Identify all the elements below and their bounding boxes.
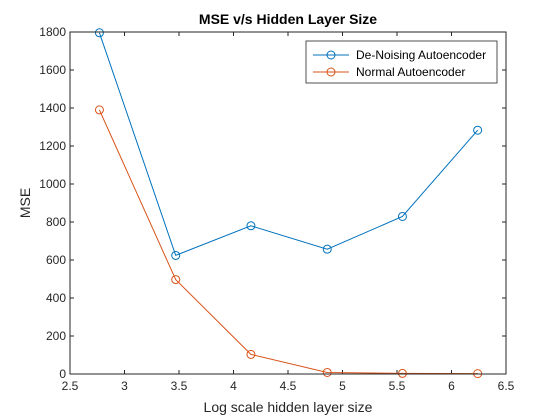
x-tick-label: 4.5 <box>280 379 297 393</box>
x-tick-label: 3.5 <box>171 379 188 393</box>
y-tick-label: 200 <box>46 329 66 343</box>
y-tick-label: 1000 <box>39 177 66 191</box>
chart-title: MSE v/s Hidden Layer Size <box>199 11 377 27</box>
x-tick-label: 5.5 <box>389 379 406 393</box>
legend: De-Noising Autoencoder Normal Autoencoder <box>306 41 497 83</box>
y-tick-label: 600 <box>46 253 66 267</box>
legend-label-0: De-Noising Autoencoder <box>356 48 486 62</box>
x-tick-label: 2.5 <box>62 379 79 393</box>
x-tick-label: 3 <box>121 379 128 393</box>
x-axis-label: Log scale hidden layer size <box>204 399 373 415</box>
y-tick-label: 1200 <box>39 139 66 153</box>
y-tick-label: 1800 <box>39 25 66 39</box>
y-tick-label: 1400 <box>39 101 66 115</box>
x-tick-label: 5 <box>339 379 346 393</box>
y-tick-label: 400 <box>46 291 66 305</box>
y-tick-label: 0 <box>59 367 66 381</box>
y-axis-label: MSE <box>17 188 33 218</box>
x-tick-label: 6.5 <box>498 379 515 393</box>
x-tick-label: 6 <box>448 379 455 393</box>
y-tick-label: 1600 <box>39 63 66 77</box>
y-tick-label: 800 <box>46 215 66 229</box>
x-tick-label: 4 <box>230 379 237 393</box>
legend-label-1: Normal Autoencoder <box>356 65 465 79</box>
